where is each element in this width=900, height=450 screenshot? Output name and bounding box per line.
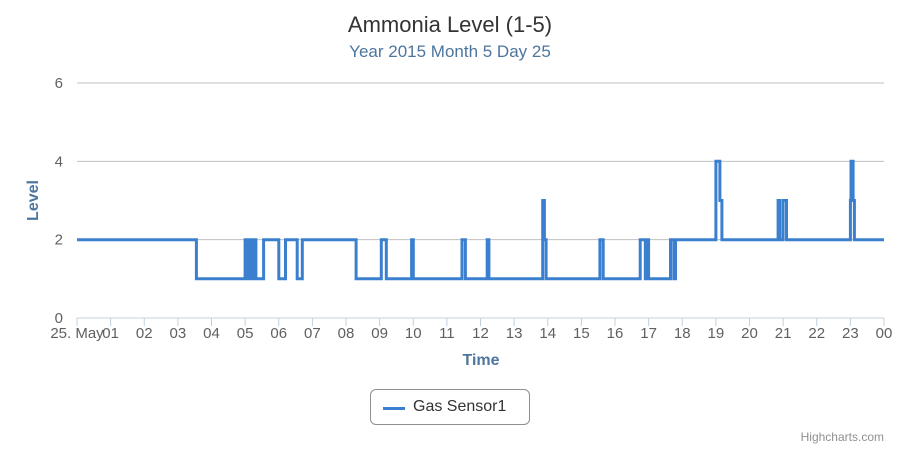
grid-lines — [77, 82, 884, 241]
x-tick-label: 15 — [573, 325, 590, 342]
x-tick-label: 19 — [708, 325, 725, 342]
x-tick-label: 01 — [102, 325, 119, 342]
x-tick-label: 03 — [170, 325, 187, 342]
legend-swatch-gas-sensor1 — [383, 407, 405, 410]
x-tick-label: 18 — [674, 325, 691, 342]
x-tick-label: 05 — [237, 325, 254, 342]
x-tick-label: 00 — [876, 325, 893, 342]
y-tick-label: 0 — [55, 310, 63, 327]
x-tick-label: 12 — [472, 325, 489, 342]
x-tick-label: 23 — [842, 325, 859, 342]
y-axis-label: Level — [25, 180, 42, 221]
series-layer — [77, 159, 884, 281]
x-tick-label: 10 — [405, 325, 422, 342]
x-tick-label: 16 — [607, 325, 624, 342]
x-tick-label: 22 — [808, 325, 825, 342]
y-tick-label: 6 — [55, 75, 63, 92]
chart-subtitle: Year 2015 Month 5 Day 25 — [349, 42, 551, 61]
x-tick-label: 20 — [741, 325, 758, 342]
x-tick-label: 14 — [539, 325, 556, 342]
x-tick-label: 08 — [338, 325, 355, 342]
x-tick-label: 02 — [136, 325, 153, 342]
x-axis-label: Time — [462, 352, 499, 369]
legend-label-gas-sensor1[interactable]: Gas Sensor1 — [413, 398, 507, 415]
y-tick-label: 4 — [55, 153, 63, 170]
x-tick-label: 04 — [203, 325, 220, 342]
x-tick-label: 25. May — [50, 325, 104, 342]
legend[interactable]: Gas Sensor1 — [370, 389, 530, 425]
x-tick-label: 21 — [775, 325, 792, 342]
x-tick-label: 07 — [304, 325, 321, 342]
y-tick-label: 2 — [55, 232, 63, 249]
x-tick-label: 06 — [270, 325, 287, 342]
credits-link[interactable]: Highcharts.com — [800, 430, 884, 444]
chart-title: Ammonia Level (1-5) — [347, 12, 553, 37]
x-tick-label: 11 — [439, 325, 455, 342]
series-line-gas-sensor1[interactable] — [77, 159, 884, 281]
x-tick-label: 17 — [640, 325, 657, 342]
x-tick-label: 13 — [506, 325, 523, 342]
x-tick-label: 09 — [371, 325, 388, 342]
